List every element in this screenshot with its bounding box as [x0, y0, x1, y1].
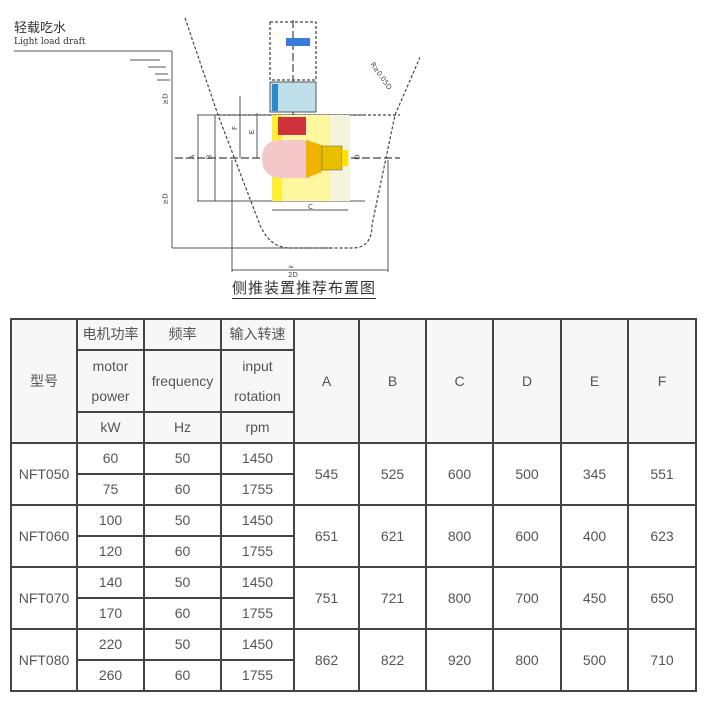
header-dim-d: D: [492, 318, 562, 444]
thruster-layout-drawing: [14, 17, 420, 272]
table-row: NFT080 220 50 1450 862 822 920 800 500 710: [10, 628, 697, 692]
model-cell: NFT060: [10, 504, 78, 568]
rpm-cell: 1450: [220, 504, 295, 537]
power-cell: 120: [76, 535, 145, 568]
rpm-cell: 1450: [220, 566, 295, 599]
header-power-cn: 电机功率: [76, 318, 145, 351]
dim-f-cell: 710: [627, 628, 697, 692]
header-speed-en-2: rotation: [234, 388, 281, 404]
power-cell: 170: [76, 597, 145, 630]
rpm-cell: 1755: [220, 535, 295, 568]
dim-c-cell: 800: [425, 566, 494, 630]
dim-e-cell: 345: [560, 442, 629, 506]
frequency-cell: 60: [143, 535, 222, 568]
table-row: 120 60 1755: [11, 535, 696, 568]
header-power-en-2: power: [91, 388, 130, 404]
dim-f-cell: 551: [627, 442, 697, 506]
dim-b-cell: 822: [358, 628, 427, 692]
header-speed-en-1: input: [242, 358, 273, 374]
dim-a-cell: 545: [293, 442, 360, 506]
header-freq-unit: Hz: [143, 411, 222, 444]
power-cell: 260: [76, 659, 145, 692]
dim-d-cell: 600: [492, 504, 562, 568]
header-dim-e: E: [560, 318, 629, 444]
dim-label-b: B: [205, 154, 214, 160]
header-dim-c: C: [425, 318, 494, 444]
dim-label-bottom-clearance: ≥D: [161, 193, 170, 205]
model-cell: NFT080: [10, 628, 78, 692]
dim-e-cell: 450: [560, 566, 629, 630]
frequency-cell: 50: [143, 442, 222, 475]
header-dim-b: B: [358, 318, 427, 444]
model-cell: NFT050: [10, 442, 78, 506]
table-row: 260 60 1755: [11, 659, 696, 692]
rpm-cell: 1755: [220, 597, 295, 630]
dim-label-d: D: [353, 154, 362, 160]
frequency-cell: 60: [143, 659, 222, 692]
dim-a-cell: 751: [293, 566, 360, 630]
dim-label-2d: ≈ 2D: [288, 263, 298, 279]
frequency-cell: 60: [143, 597, 222, 630]
header-row: motor power frequency input rotation: [11, 349, 696, 413]
frequency-cell: 50: [143, 566, 222, 599]
header-power-en: motor power: [76, 349, 145, 413]
dim-b-cell: 525: [358, 442, 427, 506]
table-row: NFT060 100 50 1450 651 621 800 600 400 623: [10, 504, 697, 568]
dim-a-cell: 862: [293, 628, 360, 692]
header-model: 型号: [10, 318, 78, 444]
light-load-draft-label-cn: 轻载吃水: [14, 21, 67, 36]
table-row: 170 60 1755: [11, 597, 696, 630]
dim-d-cell: 800: [492, 628, 562, 692]
header-row: kW Hz rpm: [11, 411, 696, 444]
frequency-cell: 50: [143, 628, 222, 661]
table-row: NFT070 140 50 1450 751 721 800 700 450 650: [10, 566, 697, 630]
header-power-unit: kW: [76, 411, 145, 444]
dim-d-cell: 500: [492, 442, 562, 506]
thruster-spec-table: 型号 电机功率 频率 输入转速 A B C D E F motor power f…: [10, 318, 697, 692]
dim-label-top-clearance: ≥D: [161, 93, 170, 105]
table-row: NFT050 60 50 1450 545 525 600 500 345 551: [10, 442, 697, 506]
dim-a-cell: 651: [293, 504, 360, 568]
dim-c-cell: 800: [425, 504, 494, 568]
power-cell: 100: [76, 504, 145, 537]
header-speed-cn: 输入转速: [220, 318, 295, 351]
header-freq-cn: 频率: [143, 318, 222, 351]
dim-e-cell: 400: [560, 504, 629, 568]
header-power-en-1: motor: [92, 358, 129, 374]
dim-label-c: C: [308, 203, 313, 211]
header-dim-a: A: [293, 318, 360, 444]
model-cell: NFT070: [10, 566, 78, 630]
rpm-cell: 1755: [220, 659, 295, 692]
power-cell: 75: [76, 473, 145, 506]
dim-c-cell: 920: [425, 628, 494, 692]
light-load-draft-label-en: Light load draft: [14, 37, 86, 47]
frequency-cell: 50: [143, 504, 222, 537]
header-freq-en: frequency: [143, 349, 222, 413]
dim-e-cell: 500: [560, 628, 629, 692]
dim-d-cell: 700: [492, 566, 562, 630]
header-speed-en: input rotation: [220, 349, 295, 413]
dim-label-f: F: [231, 125, 240, 131]
header-dim-f: F: [627, 318, 697, 444]
table-row: 75 60 1755: [11, 473, 696, 506]
diagram-caption: 侧推装置推荐布置图: [232, 279, 377, 299]
rpm-cell: 1450: [220, 442, 295, 475]
frequency-cell: 60: [143, 473, 222, 506]
dim-c-cell: 600: [425, 442, 494, 506]
dim-label-a: A: [188, 154, 197, 160]
dim-f-cell: 623: [627, 504, 697, 568]
dim-label-e: E: [248, 129, 257, 135]
power-cell: 140: [76, 566, 145, 599]
header-row: 型号 电机功率 频率 输入转速 A B C D E F: [10, 318, 697, 444]
header-speed-unit: rpm: [220, 411, 295, 444]
rpm-cell: 1450: [220, 628, 295, 661]
dim-b-cell: 621: [358, 504, 427, 568]
power-cell: 220: [76, 628, 145, 661]
rpm-cell: 1755: [220, 473, 295, 506]
dim-f-cell: 650: [627, 566, 697, 630]
power-cell: 60: [76, 442, 145, 475]
dim-b-cell: 721: [358, 566, 427, 630]
